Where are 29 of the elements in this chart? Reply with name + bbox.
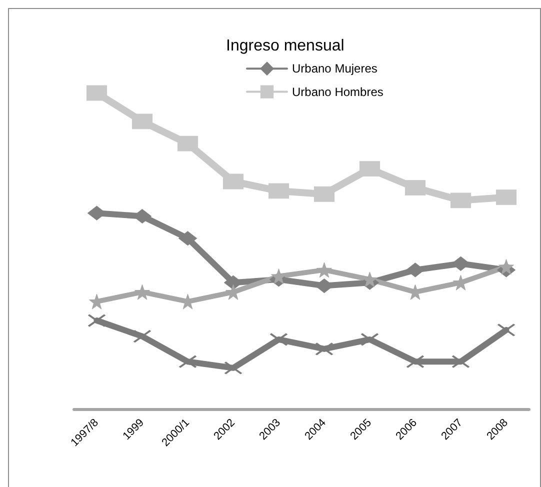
point bbox=[498, 259, 514, 275]
chart-title: Ingreso mensual bbox=[226, 38, 344, 54]
point bbox=[178, 136, 198, 152]
point bbox=[270, 333, 288, 346]
point bbox=[316, 342, 333, 356]
point bbox=[86, 85, 107, 101]
point bbox=[224, 362, 242, 374]
point bbox=[361, 333, 378, 346]
point bbox=[223, 174, 244, 190]
point bbox=[88, 314, 106, 327]
point bbox=[498, 324, 515, 336]
legend-label: Urbano Hombres bbox=[292, 84, 384, 99]
point bbox=[406, 262, 424, 278]
legend-label: Urbano Mujeres bbox=[292, 62, 378, 76]
point bbox=[496, 190, 516, 206]
point bbox=[316, 262, 332, 278]
point bbox=[406, 355, 424, 368]
point bbox=[268, 183, 289, 199]
point bbox=[405, 180, 426, 196]
point bbox=[134, 330, 151, 343]
point bbox=[450, 192, 471, 208]
point bbox=[360, 161, 380, 177]
point bbox=[452, 256, 470, 271]
point bbox=[132, 114, 152, 130]
point bbox=[179, 355, 196, 368]
point bbox=[314, 186, 334, 202]
point bbox=[452, 355, 470, 368]
point bbox=[134, 284, 150, 300]
point bbox=[178, 231, 197, 246]
